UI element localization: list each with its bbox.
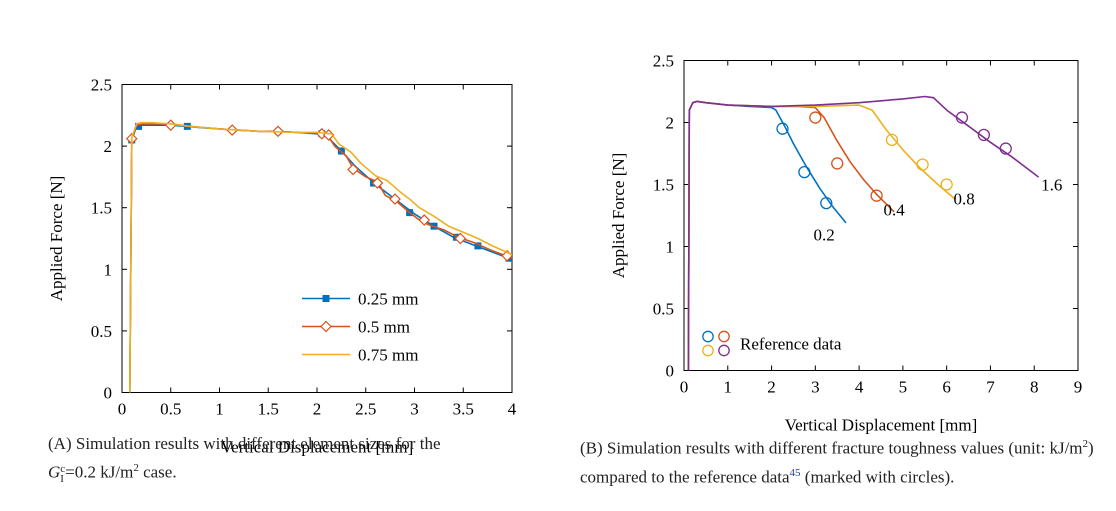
reference-data-circle — [776, 122, 789, 135]
legend-reference-circle — [718, 330, 730, 343]
x-tick-label: 1 — [724, 378, 733, 397]
caption-b-sup: 2 — [1082, 438, 1089, 450]
caption-b: (B) Simulation results with different fr… — [580, 432, 1100, 489]
x-axis-label: Vertical Displacement [mm] — [785, 416, 978, 435]
legend-label: 0.5 mm — [358, 318, 410, 337]
y-axis-label: Applied Force [N] — [47, 176, 66, 302]
x-tick-label: 1 — [215, 400, 224, 419]
x-tick-label: 1.5 — [258, 400, 279, 419]
y-tick-label: 2 — [666, 114, 675, 133]
legend-reference-circle — [702, 344, 714, 357]
curve-label-0-8: 0.8 — [954, 189, 975, 208]
curve-label-0-4: 0.4 — [884, 201, 906, 220]
caption-a-symbol-sup: c — [60, 462, 66, 475]
x-tick-label: 4 — [508, 400, 517, 419]
x-tick-label: 7 — [986, 378, 995, 397]
data-point-diamond — [371, 177, 384, 189]
reference-data-circle — [977, 128, 991, 142]
y-tick-label: 1.5 — [91, 199, 112, 218]
caption-a-label: (A) — [48, 434, 72, 453]
caption-b-text-1: Simulation results with different fractu… — [606, 438, 1083, 458]
caption-a: (A) Simulation results with different el… — [48, 432, 488, 485]
x-tick-label: 9 — [1074, 378, 1083, 397]
chart-a: 0 0.5 1 1.5 2 2.5 3 3.5 4 0 0.5 1 1.5 2 2.5 Vertical Di… — [47, 76, 517, 457]
x-tick-label: 0.5 — [160, 400, 181, 419]
y-tick-label: 2.5 — [653, 52, 674, 71]
caption-b-text-2: ) compared to the reference data — [580, 438, 1094, 487]
legend-reference-circle — [702, 330, 714, 343]
x-tick-label: 3.5 — [453, 400, 474, 419]
x-tick-label: 0 — [680, 378, 689, 397]
legend-marker-diamond — [320, 320, 332, 333]
legend-reference-circle — [718, 344, 730, 357]
x-tick-label: 3 — [811, 378, 820, 397]
caption-a-text: Simulation results with different elemen… — [75, 434, 441, 453]
reference-data-circle — [809, 111, 822, 124]
y-tick-label: 1 — [104, 260, 113, 279]
x-axis-label: Vertical Displacement [mm] — [221, 438, 414, 457]
x-tick-label: 4 — [855, 378, 864, 397]
caption-a-symbol-sub: I — [60, 472, 64, 485]
x-tick-label: 6 — [942, 378, 951, 397]
caption-b-label: (B) — [580, 438, 603, 458]
y-tick-label: 2 — [104, 137, 113, 156]
data-point-diamond — [347, 163, 359, 176]
reference-data-circle — [870, 189, 883, 202]
x-tick-label: 2 — [313, 400, 322, 419]
legend-label: 0.75 mm — [358, 346, 418, 365]
data-point-diamond — [418, 214, 431, 226]
caption-a-symbol: G — [48, 462, 61, 482]
curve-label-1-6: 1.6 — [1041, 176, 1062, 195]
caption-a-formula-tail: case. — [138, 462, 177, 482]
chart-b: 0 1 2 3 4 5 6 7 8 9 0 0.5 1 1.5 2 2.5 Vertical Displacem… — [609, 52, 1082, 435]
legend-label: 0.25 mm — [358, 290, 418, 309]
caption-a-formula: =0.2 kJ/m — [65, 462, 134, 482]
series-line-0-4 — [687, 100, 895, 371]
x-tick-label: 2.5 — [355, 400, 376, 419]
y-tick-label: 0 — [104, 384, 113, 403]
curve-label-0-2: 0.2 — [813, 225, 834, 244]
data-point-diamond — [389, 193, 401, 205]
reference-data-circle — [916, 158, 929, 171]
caption-b-text-3: (marked with circles). — [800, 467, 955, 487]
caption-b-ref[interactable]: 45 — [789, 466, 801, 479]
plot-area — [125, 119, 512, 393]
y-tick-label: 0 — [666, 362, 675, 381]
reference-data-circle — [955, 111, 969, 124]
plot-frame — [683, 60, 1079, 371]
reference-data-circle — [798, 165, 811, 179]
y-tick-label: 1.5 — [653, 176, 674, 195]
y-axis-label: Applied Force [N] — [609, 153, 628, 279]
data-point-square — [135, 122, 143, 130]
data-point-square — [474, 242, 482, 250]
x-tick-label: 2 — [767, 378, 776, 397]
y-tick-label: 0.5 — [91, 322, 112, 341]
reference-data-circle — [831, 157, 844, 170]
y-tick-label: 0.5 — [653, 300, 674, 319]
x-tick-label: 0 — [118, 400, 127, 419]
x-tick-label: 8 — [1030, 378, 1039, 397]
x-tick-label: 3 — [410, 400, 419, 419]
caption-a-formula-sup: 2 — [133, 462, 139, 474]
series-line-1-6 — [687, 95, 1040, 371]
x-tick-label: 5 — [899, 378, 908, 397]
data-point-diamond — [454, 232, 467, 245]
legend-label: Reference data — [740, 335, 842, 354]
reference-data-circle — [999, 142, 1012, 155]
reference-data-circle — [885, 133, 899, 147]
reference-data-circle — [940, 178, 953, 191]
data-point-diamond — [164, 119, 177, 132]
series-line-0-75-mm — [129, 121, 512, 393]
reference-data-circle — [820, 196, 833, 210]
legend-marker-square — [322, 295, 330, 302]
plot-area — [687, 95, 1040, 371]
y-tick-label: 1 — [666, 238, 675, 257]
y-tick-label: 2.5 — [91, 76, 112, 95]
